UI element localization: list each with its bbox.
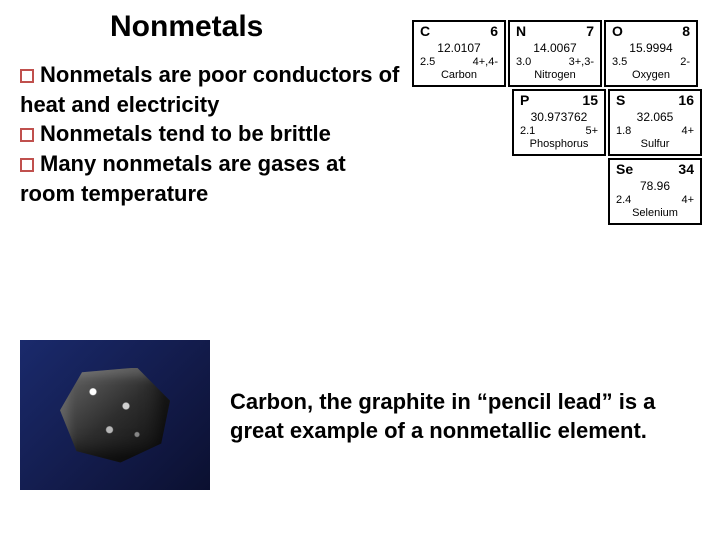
element-name: Selenium (612, 207, 698, 221)
element-name: Sulfur (612, 138, 698, 152)
element-cell-c: C 612.01072.5 4+,4-Carbon (412, 20, 506, 87)
element-mass: 30.973762 (516, 110, 602, 125)
element-mass: 78.96 (612, 179, 698, 194)
element-symbol: Se (616, 161, 633, 179)
bullet-text: Nonmetals tend to be brittle (40, 121, 331, 146)
element-en: 2.4 (616, 194, 631, 208)
element-en: 3.0 (516, 56, 531, 70)
element-ox: 4+ (681, 125, 694, 139)
element-cell-se: Se 3478.962.4 4+Selenium (608, 158, 702, 225)
bullet-text: Nonmetals are poor conductors of heat an… (20, 62, 399, 117)
element-name: Carbon (416, 69, 502, 83)
element-name: Nitrogen (512, 69, 598, 83)
element-en: 2.1 (520, 125, 535, 139)
graphite-rock-icon (60, 368, 170, 463)
element-symbol: N (516, 23, 526, 41)
element-number: 8 (682, 23, 690, 41)
page-title: Nonmetals (110, 10, 263, 44)
element-en: 3.5 (612, 56, 627, 70)
element-cell-s: S 1632.0651.8 4+Sulfur (608, 89, 702, 156)
element-ox: 3+,3- (569, 56, 594, 70)
element-cell-o: O 815.99943.5 2-Oxygen (604, 20, 698, 87)
caption-text: Carbon, the graphite in “pencil lead” is… (230, 388, 700, 445)
element-ox: 5+ (585, 125, 598, 139)
element-number: 15 (582, 92, 598, 110)
element-en: 1.8 (616, 125, 631, 139)
bullet-square-icon (20, 128, 34, 142)
element-number: 34 (678, 161, 694, 179)
element-cell-n: N 714.00673.0 3+,3-Nitrogen (508, 20, 602, 87)
element-mass: 12.0107 (416, 41, 502, 56)
bullet-list: Nonmetals are poor conductors of heat an… (20, 60, 400, 208)
bullet-text: Many nonmetals are gases at room tempera… (20, 151, 346, 206)
element-ox: 2- (680, 56, 690, 70)
element-mass: 15.9994 (608, 41, 694, 56)
element-symbol: O (612, 23, 623, 41)
title-text: Nonmetals (110, 10, 263, 43)
periodic-table: C 612.01072.5 4+,4-Carbon N 714.00673.0 3+,3-… (412, 20, 702, 227)
element-number: 6 (490, 23, 498, 41)
element-ox: 4+,4- (473, 56, 498, 70)
element-number: 7 (586, 23, 594, 41)
bullet-square-icon (20, 158, 34, 172)
graphite-photo (20, 340, 210, 490)
element-name: Phosphorus (516, 138, 602, 152)
element-en: 2.5 (420, 56, 435, 70)
periodic-row: Se 3478.962.4 4+Selenium (412, 158, 702, 225)
element-mass: 14.0067 (512, 41, 598, 56)
element-mass: 32.065 (612, 110, 698, 125)
element-symbol: S (616, 92, 625, 110)
element-symbol: C (420, 23, 430, 41)
periodic-row: C 612.01072.5 4+,4-Carbon N 714.00673.0 3+,3-… (412, 20, 702, 87)
bullet-square-icon (20, 69, 34, 83)
element-ox: 4+ (681, 194, 694, 208)
element-number: 16 (678, 92, 694, 110)
periodic-row: P 1530.9737622.1 5+Phosphorus S 1632.0651.8 4… (412, 89, 702, 156)
element-symbol: P (520, 92, 529, 110)
element-cell-p: P 1530.9737622.1 5+Phosphorus (512, 89, 606, 156)
element-name: Oxygen (608, 69, 694, 83)
